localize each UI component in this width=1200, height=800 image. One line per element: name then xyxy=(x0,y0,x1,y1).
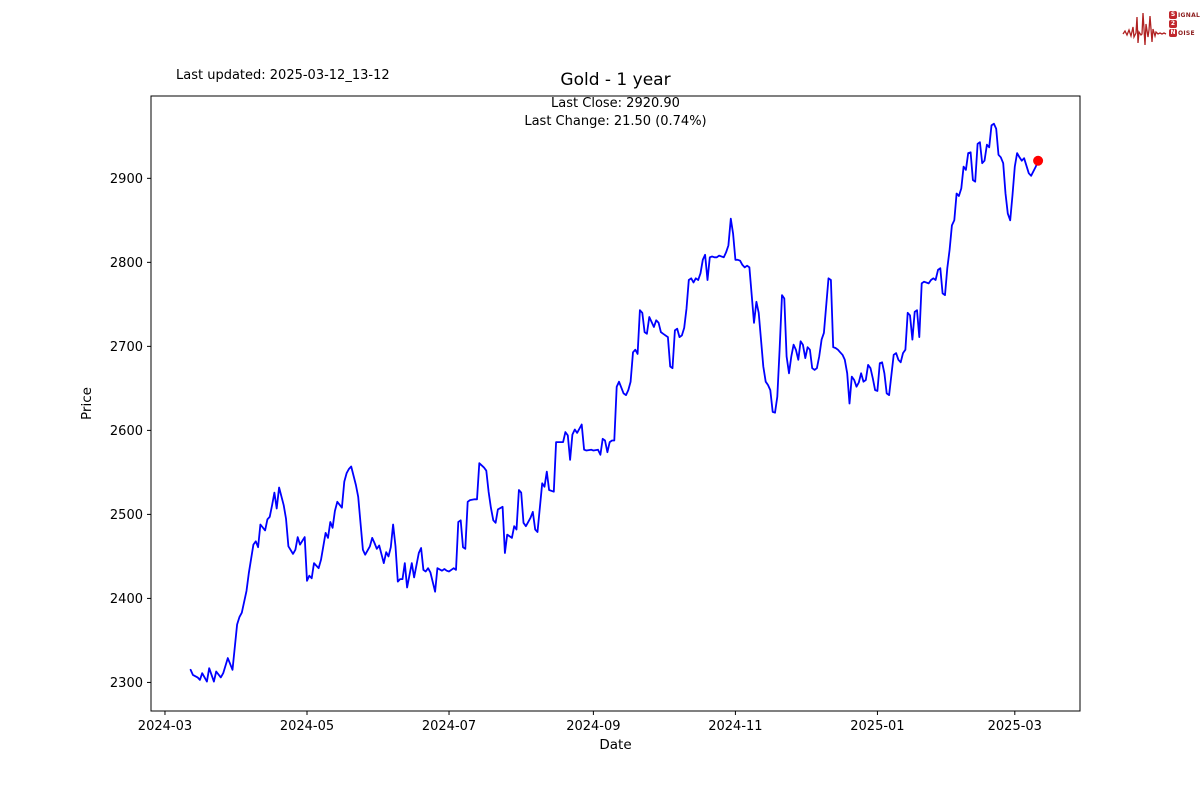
annotation-last-close: Last Close: 2920.90 xyxy=(551,96,680,111)
x-axis-tick-label: 2024-03 xyxy=(138,719,192,734)
y-axis-tick-label: 2600 xyxy=(110,424,143,439)
brand-row-noise: N OISE xyxy=(1169,29,1200,37)
annotation-last-change: Last Change: 21.50 (0.74%) xyxy=(524,114,707,129)
y-axis-tick-label: 2400 xyxy=(110,592,143,607)
waveform-line xyxy=(1122,12,1167,46)
x-axis-tick-label: 2025-03 xyxy=(988,719,1042,734)
x-axis-tick-label: 2024-11 xyxy=(708,719,762,734)
brand-badge-n: N xyxy=(1169,29,1177,37)
price-line xyxy=(189,122,1039,683)
y-axis-tick-label: 2900 xyxy=(110,172,143,187)
x-axis-tick-label: 2024-09 xyxy=(566,719,620,734)
y-axis-tick-label: 2700 xyxy=(110,340,143,355)
x-axis-label: Date xyxy=(599,737,631,753)
x-axis-tick-label: 2024-07 xyxy=(422,719,476,734)
y-axis-label: Price xyxy=(79,387,95,420)
brand-badge-2: 2 xyxy=(1169,20,1177,28)
x-axis-tick-label: 2024-05 xyxy=(280,719,334,734)
chart-title: Gold - 1 year xyxy=(560,70,671,90)
brand-row-2: 2 xyxy=(1169,20,1200,28)
last-price-marker xyxy=(1033,155,1044,166)
brand-badge-s: S xyxy=(1169,11,1177,19)
brand-word-noise: OISE xyxy=(1178,29,1195,37)
waveform-icon xyxy=(1122,12,1167,46)
y-axis-tick-label: 2800 xyxy=(110,256,143,271)
x-axis-tick-label: 2025-01 xyxy=(850,719,904,734)
y-axis-tick-label: 2300 xyxy=(110,676,143,691)
brand-word-signal: IGNAL xyxy=(1178,11,1200,19)
last-updated-text: Last updated: 2025-03-12_13-12 xyxy=(176,68,390,83)
plot-border xyxy=(150,95,1081,712)
y-axis-tick-label: 2500 xyxy=(110,508,143,523)
brand-logo: S IGNAL 2 N OISE xyxy=(1122,4,1200,50)
brand-row-signal: S IGNAL xyxy=(1169,11,1200,19)
brand-words: S IGNAL 2 N OISE xyxy=(1169,11,1200,38)
